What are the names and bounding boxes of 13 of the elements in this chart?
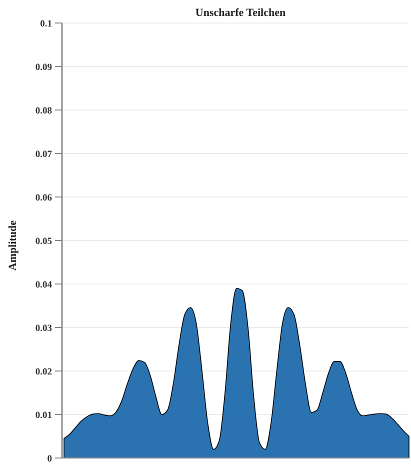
y-tick-label: 0.1 bbox=[40, 19, 52, 30]
y-tick-label: 0.09 bbox=[35, 62, 52, 73]
chart-title: Unscharfe Teilchen bbox=[195, 7, 286, 19]
y-tick-label: 0.02 bbox=[35, 367, 52, 378]
y-tick-label: 0.07 bbox=[35, 150, 52, 160]
y-tick-label: 0.05 bbox=[35, 236, 52, 247]
y-tick-label: 0.01 bbox=[35, 410, 52, 421]
y-tick-label: 0.08 bbox=[35, 106, 52, 116]
y-tick-label: 0 bbox=[47, 454, 52, 464]
y-tick-label: 0.03 bbox=[35, 324, 52, 334]
y-axis-title: Amplitude bbox=[7, 220, 19, 271]
y-tick-label: 0.06 bbox=[35, 193, 52, 204]
y-tick-label: 0.04 bbox=[35, 280, 52, 290]
